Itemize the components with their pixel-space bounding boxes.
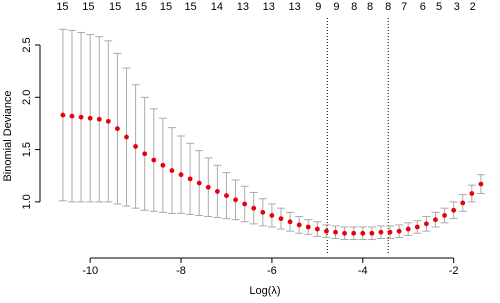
point [296,222,302,228]
point [151,157,157,163]
y-tick-label: 1.5 [21,142,33,157]
x-tick-label: -2 [449,265,459,277]
point [305,224,311,230]
y-tick-label: 1.0 [21,194,33,209]
top-tick-label: 13 [237,1,249,13]
y-tick-label: 2.0 [21,90,33,105]
point [324,228,329,234]
top-tick-label: 15 [82,1,94,13]
point [205,184,211,190]
point [196,180,202,186]
top-tick-label: 6 [420,1,426,13]
point [242,201,248,207]
top-tick-label: 3 [454,1,460,13]
point [423,221,429,227]
point [433,217,438,223]
x-tick-label: -8 [176,265,186,277]
x-tick-label: -4 [358,265,368,277]
point [451,207,457,213]
top-tick-label: 15 [160,1,172,13]
x-tick-label: -10 [82,265,98,277]
point [133,144,139,149]
point [96,116,102,122]
y-axis-label: Binomial Deviance [2,90,14,181]
point [414,224,420,230]
point [69,113,75,119]
point [178,172,184,178]
top-tick-label: 5 [436,1,442,13]
x-tick-label: -6 [267,265,277,277]
top-tick-label: 15 [56,1,68,13]
point [233,197,238,203]
point [60,112,66,118]
point [333,229,338,235]
point [87,115,93,121]
x-axis-label: Log(λ) [249,285,280,297]
point [351,230,357,236]
point [287,219,293,225]
top-tick-label: 13 [263,1,275,13]
top-tick-label: 8 [351,1,357,13]
point [214,189,220,194]
top-tick-label: 9 [333,1,339,13]
point [369,230,375,236]
top-tick-label: 2 [470,1,476,13]
point [115,126,120,132]
point [442,213,447,218]
point [142,151,148,157]
point [387,229,393,235]
top-tick-label: 15 [184,1,196,13]
top-tick-label: 13 [289,1,301,13]
point [478,181,484,187]
point [269,213,275,218]
point [260,209,266,215]
point [460,200,466,206]
point [160,162,166,168]
point [405,226,411,232]
point [360,230,366,236]
point [105,118,111,124]
point [469,191,475,196]
top-tick-label: 8 [367,1,373,13]
point [78,114,84,120]
point [169,168,175,173]
point [251,205,257,211]
point [342,230,348,236]
point [187,176,193,182]
point [378,229,384,235]
top-tick-label: 7 [401,1,407,13]
top-tick-label: 15 [135,1,147,13]
point [396,228,402,234]
point [124,134,129,140]
top-tick-label: 15 [109,1,121,13]
point [278,216,284,222]
top-tick-label: 9 [315,1,321,13]
top-tick-label: 14 [211,1,223,13]
point [314,226,320,232]
y-tick-label: 2.5 [21,37,33,52]
top-tick-label: 8 [385,1,391,13]
point [224,193,229,199]
